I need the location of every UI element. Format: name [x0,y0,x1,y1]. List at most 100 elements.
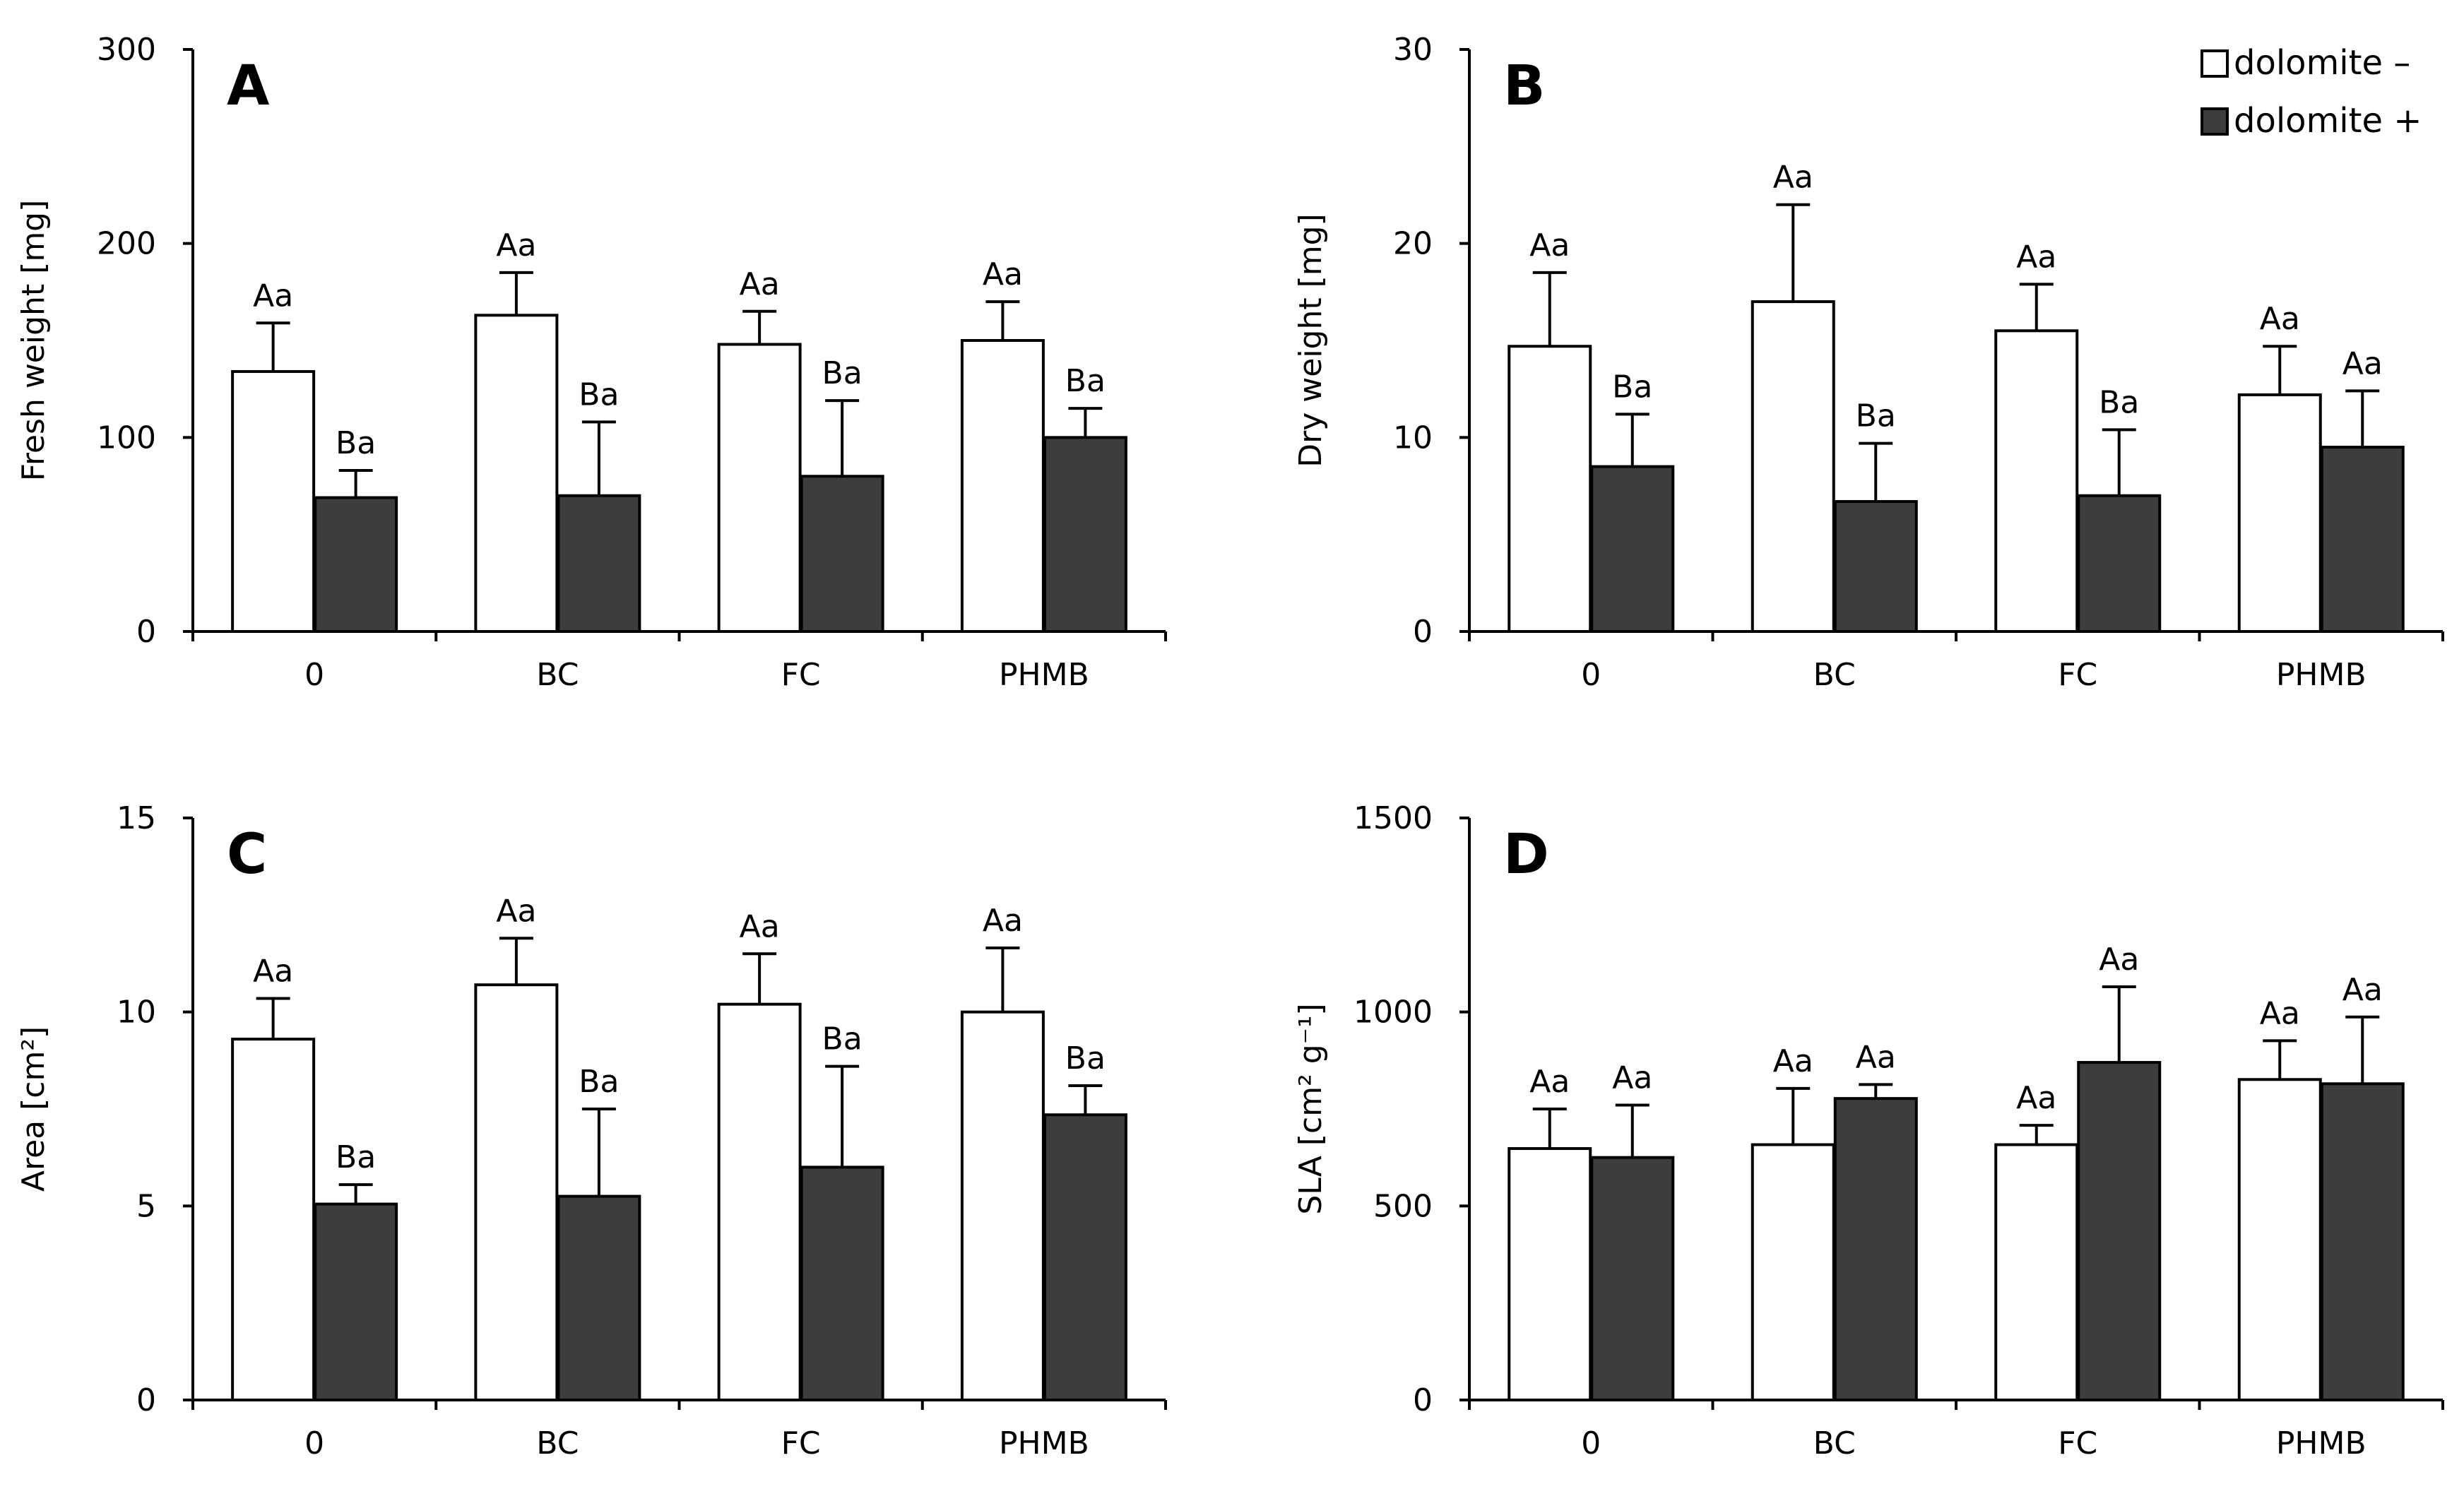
significance-label: Aa [2260,301,2300,337]
y-tick-label: 15 [117,800,156,836]
x-tick-label: BC [536,1425,579,1461]
x-tick-label: 0 [304,657,324,693]
significance-label: Aa [740,908,780,944]
x-tick-label: 0 [1581,1425,1601,1461]
bar-dolomite-plus [2320,446,2405,633]
y-tick-label: 0 [1413,614,1433,650]
bar-dolomite-plus [800,475,884,633]
y-tick-label: 1500 [1354,800,1433,836]
bar-dolomite-plus [1590,465,1675,633]
significance-label: Aa [1612,1060,1652,1096]
y-tick-label: 20 [1393,226,1433,262]
legend-swatch [2201,107,2229,136]
significance-label: Aa [983,256,1023,292]
bar-dolomite-plus [557,494,641,633]
bar-dolomite-plus [2320,1082,2405,1401]
significance-label: Aa [740,266,780,302]
bar-dolomite-minus [2237,393,2322,633]
significance-label: Aa [496,893,536,929]
bar-dolomite-minus [2237,1078,2322,1401]
y-tick-label: 0 [136,614,156,650]
bar-dolomite-plus [314,496,398,633]
significance-label: Aa [1856,1039,1896,1075]
panel-letter: A [227,54,269,118]
significance-label: Aa [2342,972,2383,1008]
legend-label: dolomite + [2234,101,2422,141]
bar-dolomite-plus [557,1194,641,1401]
significance-label: Aa [2342,345,2383,381]
bar-dolomite-plus [1833,499,1918,633]
chart-panel-C: C Area [cm²] 0 5 10 15 0 Aa Ba BC Aa Ba FC Aa Ba PHMB Aa… [16,800,1167,1461]
y-axis-label: Fresh weight [mg] [16,200,52,482]
significance-label: Aa [2099,942,2139,978]
y-tick-label: 0 [136,1382,156,1418]
x-tick-label: BC [1813,1425,1856,1461]
chart-panel-B: B Dry weight [mg] 0 10 20 30 0 Aa Ba BC Aa Ba FC Aa Ba… [1293,32,2444,693]
significance-label: Ba [579,1064,619,1100]
significance-label: Ba [336,1139,376,1175]
significance-label: Ba [579,376,619,413]
bar-dolomite-plus [1833,1097,1918,1401]
legend: dolomite – dolomite + [2201,43,2422,141]
x-tick-label: FC [2058,657,2097,693]
bar-dolomite-minus [474,314,559,633]
x-tick-label: PHMB [999,1425,1089,1461]
significance-label: Ba [336,425,376,461]
x-tick-label: PHMB [2276,657,2367,693]
x-tick-label: PHMB [999,657,1089,693]
y-tick-label: 10 [1393,420,1433,456]
bar-dolomite-minus [960,339,1045,633]
bar-dolomite-minus [960,1010,1045,1401]
significance-label: Aa [2260,995,2300,1031]
panel-letter: D [1503,823,1549,886]
x-tick-label: FC [2058,1425,2097,1461]
y-axis-label: SLA [cm² g⁻¹] [1293,1003,1329,1214]
x-tick-label: BC [1813,657,1856,693]
bar-dolomite-plus [800,1165,884,1402]
bar-dolomite-minus [1751,300,1835,633]
significance-label: Aa [1529,227,1570,263]
significance-label: Ba [2099,384,2139,420]
significance-label: Ba [1065,363,1106,399]
bar-dolomite-minus [1751,1143,1835,1402]
bar-dolomite-plus [2077,1061,2162,1401]
y-tick-label: 500 [1373,1188,1433,1224]
x-tick-label: 0 [304,1425,324,1461]
x-tick-label: BC [536,657,579,693]
chart-panel-D: D SLA [cm² g⁻¹] 0 500 1000 1500 0 Aa Aa BC Aa Aa FC A… [1293,800,2444,1461]
significance-label: Ba [1856,398,1896,434]
legend-swatch [2201,49,2229,78]
bar-dolomite-minus [1994,1143,2079,1402]
y-tick-label: 1000 [1354,995,1433,1031]
bar-dolomite-minus [1994,329,2079,633]
bar-dolomite-minus [474,983,559,1402]
significance-label: Aa [1529,1064,1570,1100]
y-tick-label: 0 [1413,1382,1433,1418]
x-tick-label: PHMB [2276,1425,2367,1461]
y-tick-label: 5 [136,1188,156,1224]
significance-label: Aa [1773,1043,1813,1079]
significance-label: Aa [253,278,293,314]
significance-label: Aa [2016,239,2056,275]
y-tick-label: 200 [97,226,156,262]
bar-dolomite-plus [1590,1156,1675,1401]
y-tick-label: 10 [117,995,156,1031]
bar-dolomite-minus [231,1038,316,1401]
y-axis-label: Dry weight [mg] [1293,213,1329,467]
panel-letter: B [1503,54,1545,118]
bar-dolomite-plus [1043,1113,1127,1401]
bar-dolomite-minus [1508,1147,1592,1401]
bar-dolomite-minus [1508,345,1592,633]
bar-dolomite-plus [1043,436,1127,633]
significance-label: Ba [1065,1040,1106,1076]
significance-label: Aa [496,227,536,263]
significance-label: Aa [253,953,293,989]
significance-label: Aa [2016,1080,2056,1116]
y-tick-label: 100 [97,420,156,456]
bar-dolomite-plus [314,1202,398,1401]
significance-label: Aa [983,903,1023,939]
significance-label: Ba [1612,369,1652,405]
y-tick-label: 300 [97,32,156,68]
bar-dolomite-plus [2077,494,2162,633]
